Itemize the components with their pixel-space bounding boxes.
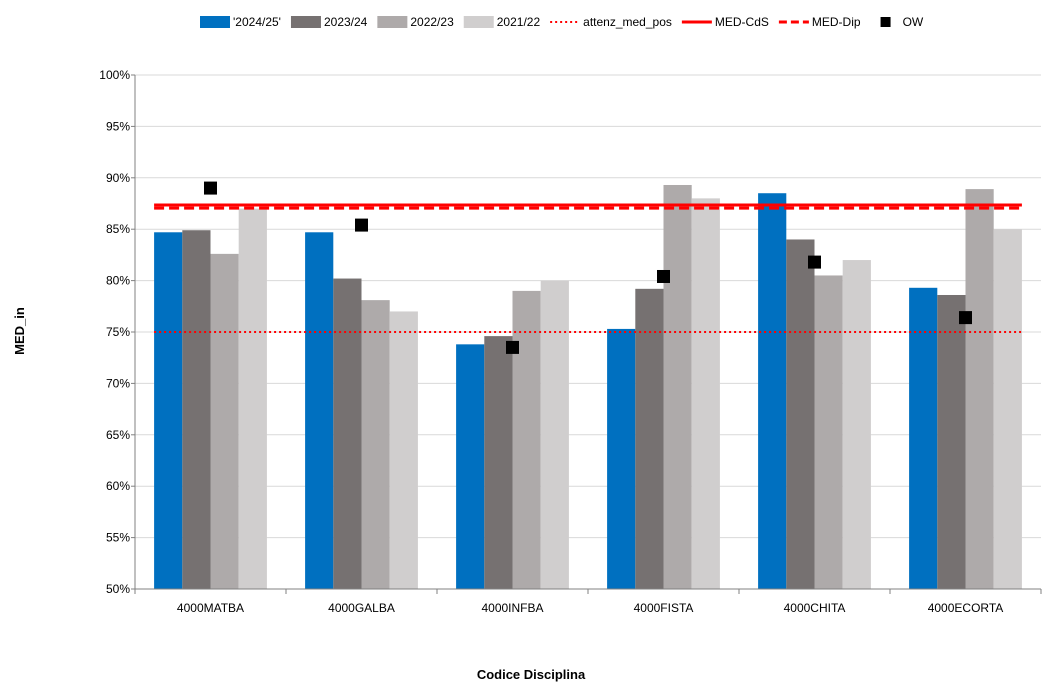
bar <box>361 300 390 589</box>
bar <box>937 294 966 589</box>
bar <box>456 344 485 589</box>
legend-item: MED-Dip <box>778 15 861 29</box>
ow-marker <box>959 311 972 325</box>
x-category-label: 4000GALBA <box>328 601 395 615</box>
bar <box>635 288 664 589</box>
bar <box>758 193 787 589</box>
x-category-label: 4000CHITA <box>784 601 846 615</box>
legend-item: attenz_med_pos <box>550 15 672 29</box>
legend-item: OW <box>880 15 924 29</box>
bar <box>842 260 871 589</box>
bar <box>389 311 418 589</box>
y-axis-title: MED_in <box>12 307 27 355</box>
reference-lines <box>154 203 1022 333</box>
bar <box>210 253 239 589</box>
y-tick-label: 95% <box>106 119 130 133</box>
bar <box>909 287 938 589</box>
x-category-label: 4000ECORTA <box>928 601 1004 615</box>
x-axis-title: Codice Disciplina <box>477 667 586 682</box>
axes <box>131 74 1042 594</box>
legend-item: MED-CdS <box>681 15 769 29</box>
y-tick-label: 90% <box>106 171 130 185</box>
x-category-label: 4000MATBA <box>177 601 244 615</box>
legend-swatch <box>200 16 230 28</box>
legend-label: OW <box>903 15 924 29</box>
y-tick-label: 75% <box>106 325 130 339</box>
bars <box>154 184 1022 590</box>
legend-swatch <box>290 16 321 28</box>
y-tick-label: 80% <box>106 274 130 288</box>
bar <box>993 229 1022 589</box>
ow-markers <box>204 181 972 354</box>
y-tick-label: 55% <box>106 531 130 545</box>
bar <box>238 208 267 589</box>
ow-marker <box>506 340 519 354</box>
y-tick-label: 65% <box>106 428 130 442</box>
y-tick-label: 100% <box>99 68 130 82</box>
ow-marker <box>355 218 368 232</box>
bar <box>333 278 362 589</box>
ow-marker <box>808 255 821 269</box>
legend-label: MED-Dip <box>812 15 861 29</box>
legend-item: '2024/25' <box>200 15 281 29</box>
bar <box>663 184 692 589</box>
legend: '2024/25' 2023/24 2022/23 2021/22 attenz_med… <box>200 15 924 29</box>
bar <box>182 230 211 589</box>
legend-label: 2023/24 <box>324 15 368 29</box>
legend-item: 2022/23 <box>377 15 454 29</box>
legend-label: MED-CdS <box>715 15 769 29</box>
legend-item: 2023/24 <box>290 15 368 29</box>
y-tick-labels: 50% 55% 60% 65% 70% 75% 80% 85% 90% 95% 100% <box>99 68 130 596</box>
legend-item: 2021/22 <box>463 15 541 29</box>
bar <box>154 232 183 589</box>
legend-label: 2021/22 <box>497 15 541 29</box>
bar <box>814 275 843 589</box>
bar <box>540 280 569 589</box>
legend-label: attenz_med_pos <box>583 15 672 29</box>
bar <box>512 290 541 589</box>
bar <box>607 328 636 589</box>
y-tick-label: 60% <box>106 479 130 493</box>
bar <box>965 189 994 589</box>
legend-label: '2024/25' <box>233 15 281 29</box>
legend-label: 2022/23 <box>410 15 454 29</box>
bar <box>484 336 513 589</box>
y-tick-label: 50% <box>106 582 130 596</box>
ow-marker <box>657 269 670 283</box>
x-category-labels: 4000MATBA 4000GALBA 4000INFBA 4000FISTA 4000… <box>177 601 1003 615</box>
bar <box>786 239 815 590</box>
legend-swatch <box>463 16 494 28</box>
x-category-label: 4000FISTA <box>634 601 694 615</box>
y-tick-label: 85% <box>106 222 130 236</box>
y-tick-label: 70% <box>106 376 130 390</box>
x-category-label: 4000INFBA <box>481 601 543 615</box>
legend-swatch <box>377 16 408 28</box>
legend-swatch <box>880 17 891 27</box>
ow-marker <box>204 181 217 195</box>
bar <box>691 198 720 590</box>
bar <box>305 232 334 589</box>
